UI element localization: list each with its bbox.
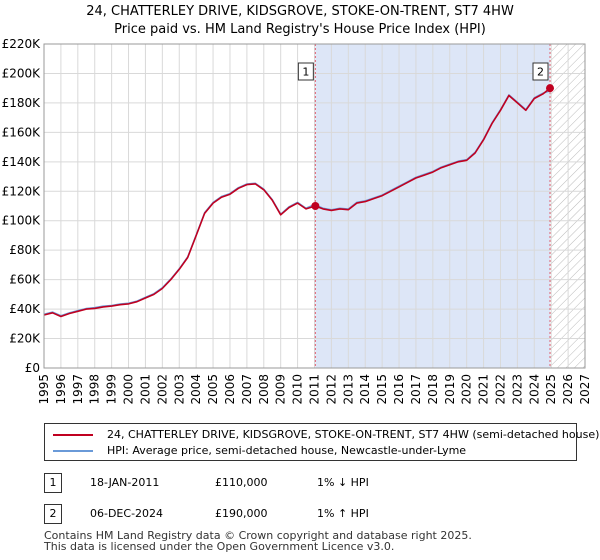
x-tick-label: 2022 bbox=[493, 374, 507, 405]
x-tick-label: 2025 bbox=[544, 374, 558, 405]
footer-line-2: This data is licensed under the Open Gov… bbox=[44, 540, 395, 553]
sale-marker-label: 1 bbox=[44, 473, 62, 493]
x-tick-label: 2003 bbox=[172, 374, 186, 405]
y-tick-label: £20K bbox=[9, 332, 41, 346]
annotation-box bbox=[297, 62, 314, 81]
sale-marker-label: 2 bbox=[44, 504, 62, 524]
x-tick-label: 2005 bbox=[206, 374, 220, 405]
y-tick-label: £100K bbox=[2, 214, 42, 228]
chart-subtitle: Price paid vs. HM Land Registry's House … bbox=[114, 22, 486, 37]
x-tick-label: 2019 bbox=[443, 374, 457, 405]
x-tick-label: 2002 bbox=[155, 374, 169, 405]
x-tick-label: 2006 bbox=[223, 374, 237, 405]
y-tick-label: £40K bbox=[9, 302, 41, 316]
price-chart: 1 2 £0 £20K £40K £60K £80K £100K £120K £140K £160… bbox=[2, 37, 592, 405]
x-tick-label: 2018 bbox=[426, 374, 440, 405]
x-tick-label: 1998 bbox=[88, 374, 102, 405]
x-tick-label: 1999 bbox=[105, 374, 119, 405]
legend-swatch-hpi bbox=[53, 450, 93, 452]
x-tick-label: 1995 bbox=[37, 374, 51, 405]
sale-hpi-delta: 1% ↑ HPI bbox=[317, 507, 369, 520]
footer-attribution: Contains HM Land Registry data © Crown c… bbox=[44, 530, 584, 552]
chart-legend: 24, CHATTERLEY DRIVE, KIDSGROVE, STOKE-O… bbox=[44, 423, 599, 461]
x-tick-label: 2011 bbox=[308, 374, 322, 405]
sale-price: £110,000 bbox=[215, 476, 268, 489]
hatched-forecast-region bbox=[550, 44, 585, 368]
x-tick-label: 2023 bbox=[510, 374, 524, 405]
sale-row-1: 1 18-JAN-2011 £110,000 1% ↓ HPI bbox=[44, 473, 584, 493]
legend-label-property: 24, CHATTERLEY DRIVE, KIDSGROVE, STOKE-O… bbox=[107, 428, 600, 441]
plot-border bbox=[43, 43, 586, 369]
x-tick-label: 2010 bbox=[291, 374, 305, 405]
x-tick-label: 2014 bbox=[358, 374, 372, 405]
annotation-box bbox=[532, 62, 549, 81]
y-tick-label: £140K bbox=[2, 155, 42, 169]
x-tick-label: 2012 bbox=[324, 374, 338, 405]
x-tick-label: 2027 bbox=[578, 374, 592, 405]
x-tick-label: 2024 bbox=[527, 374, 541, 405]
y-tick-label: £180K bbox=[2, 96, 42, 110]
sale-point-marker bbox=[546, 84, 555, 93]
legend-swatch-property bbox=[53, 434, 93, 436]
x-tick-label: 2013 bbox=[341, 374, 355, 405]
annotation-label: 2 bbox=[537, 66, 544, 79]
y-tick-label: £120K bbox=[2, 184, 42, 198]
x-tick-label: 2009 bbox=[274, 374, 288, 405]
y-tick-label: £160K bbox=[2, 125, 42, 139]
x-tick-label: 1997 bbox=[71, 374, 85, 405]
y-tick-label: £0 bbox=[25, 361, 40, 375]
y-tick-label: £220K bbox=[2, 37, 42, 51]
sale-row-2: 2 06-DEC-2024 £190,000 1% ↑ HPI bbox=[44, 504, 584, 524]
annotation-label: 1 bbox=[302, 66, 309, 79]
x-tick-label: 2026 bbox=[561, 374, 575, 405]
x-tick-label: 2000 bbox=[122, 374, 136, 405]
x-tick-label: 2001 bbox=[138, 374, 152, 405]
x-tick-label: 1996 bbox=[54, 374, 68, 405]
x-tick-label: 2004 bbox=[189, 374, 203, 405]
sale-hpi-delta: 1% ↓ HPI bbox=[317, 476, 369, 489]
x-tick-label: 2021 bbox=[477, 374, 491, 405]
property-price-line bbox=[43, 87, 552, 318]
x-tick-label: 2016 bbox=[392, 374, 406, 405]
y-tick-label: £80K bbox=[9, 243, 41, 257]
sale-date: 18-JAN-2011 bbox=[90, 476, 160, 489]
sale-point-marker bbox=[311, 202, 320, 210]
x-tick-label: 2015 bbox=[375, 374, 389, 405]
legend-label-hpi: HPI: Average price, semi-detached house,… bbox=[107, 444, 467, 457]
footer-line-1: Contains HM Land Registry data © Crown c… bbox=[44, 529, 472, 542]
x-tick-label: 2008 bbox=[257, 374, 271, 405]
sale-price: £190,000 bbox=[215, 507, 268, 520]
y-tick-label: £60K bbox=[9, 273, 41, 287]
x-tick-label: 2020 bbox=[460, 374, 474, 405]
x-tick-label: 2007 bbox=[240, 374, 254, 405]
x-tick-label: 2017 bbox=[409, 374, 423, 405]
y-tick-label: £200K bbox=[2, 66, 42, 80]
chart-title: 24, CHATTERLEY DRIVE, KIDSGROVE, STOKE-O… bbox=[86, 4, 514, 19]
sale-date: 06-DEC-2024 bbox=[90, 507, 164, 520]
